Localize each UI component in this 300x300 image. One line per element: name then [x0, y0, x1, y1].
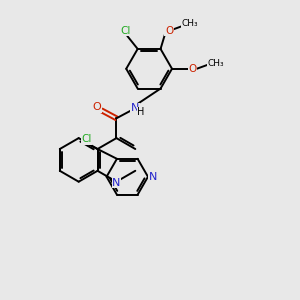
Text: Cl: Cl	[120, 26, 130, 36]
Text: O: O	[165, 26, 173, 36]
Text: H: H	[137, 107, 145, 117]
Text: O: O	[92, 102, 101, 112]
Text: O: O	[189, 64, 197, 74]
Text: CH₃: CH₃	[207, 59, 224, 68]
Text: N: N	[112, 178, 121, 188]
Text: N: N	[131, 103, 140, 113]
Text: N: N	[149, 172, 157, 182]
Text: CH₃: CH₃	[182, 19, 198, 28]
Text: Cl: Cl	[81, 134, 92, 144]
